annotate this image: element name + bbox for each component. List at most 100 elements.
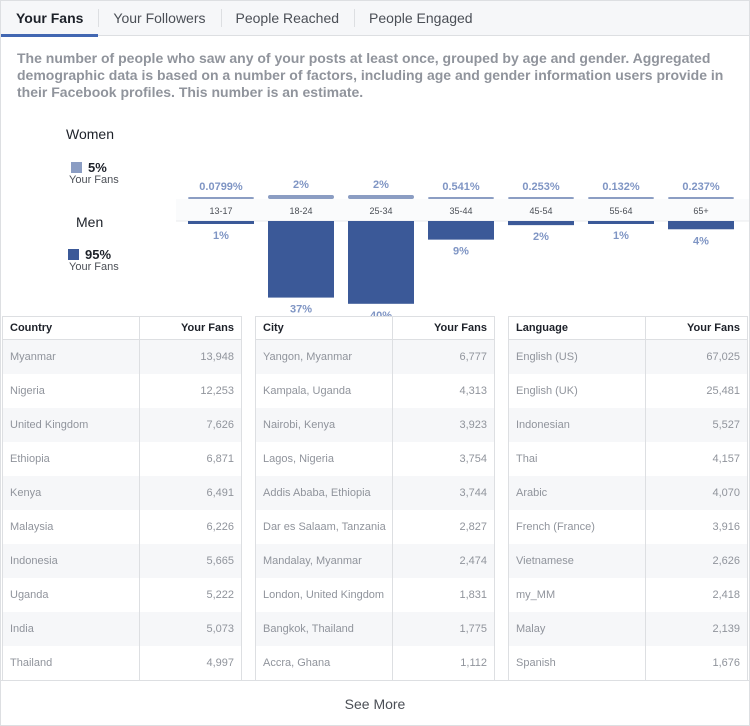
age-tick-label: 25-34 bbox=[369, 206, 392, 216]
row-name: Mandalay, Myanmar bbox=[263, 555, 362, 567]
legend-women-label: Women bbox=[66, 126, 114, 142]
legend-men-pct: 95% bbox=[85, 247, 112, 262]
table-row: United Kingdom 7,626 bbox=[3, 408, 241, 442]
row-name: Vietnamese bbox=[516, 555, 574, 567]
row-count: 3,916 bbox=[645, 510, 747, 544]
men-bar-65+[interactable] bbox=[668, 221, 734, 230]
women-value-label: 0.132% bbox=[602, 181, 640, 193]
table-row: Malay 2,139 bbox=[509, 612, 747, 646]
row-count: 2,626 bbox=[645, 544, 747, 578]
row-name: Kampala, Uganda bbox=[263, 385, 352, 397]
women-bar-65+[interactable] bbox=[668, 197, 734, 199]
tab-people-reached[interactable]: People Reached bbox=[220, 0, 355, 36]
legend-men-value: 95% bbox=[68, 247, 111, 262]
city-table: City Your Fans Yangon, Myanmar 6,777 Kampala… bbox=[255, 316, 495, 680]
row-name: Indonesia bbox=[10, 555, 58, 567]
women-value-label: 2% bbox=[293, 179, 309, 191]
men-bar-35-44[interactable] bbox=[428, 221, 494, 240]
row-count: 2,418 bbox=[645, 578, 747, 612]
table-row: Kenya 6,491 bbox=[3, 476, 241, 510]
row-count: 67,025 bbox=[645, 340, 747, 374]
legend-women-sub: Your Fans bbox=[69, 174, 119, 186]
table-row: English (UK) 25,481 bbox=[509, 374, 747, 408]
language-table: Language Your Fans English (US) 67,025 Engli… bbox=[508, 316, 748, 680]
row-count: 3,754 bbox=[392, 442, 494, 476]
row-name: Arabic bbox=[516, 487, 548, 499]
row-name: English (US) bbox=[516, 351, 578, 363]
table-row: Lagos, Nigeria 3,754 bbox=[256, 442, 494, 476]
men-bar-25-34[interactable] bbox=[348, 221, 414, 304]
women-bar-13-17[interactable] bbox=[188, 197, 254, 199]
row-name: United Kingdom bbox=[10, 419, 89, 431]
women-bar-45-54[interactable] bbox=[508, 197, 574, 199]
row-name: Myanmar bbox=[10, 351, 56, 363]
see-more-button[interactable]: See More bbox=[1, 680, 749, 726]
men-bar-18-24[interactable] bbox=[268, 221, 334, 298]
row-name: French (France) bbox=[516, 521, 595, 533]
row-name: Malay bbox=[516, 623, 546, 635]
men-value-label: 37% bbox=[290, 304, 312, 316]
men-bar-45-54[interactable] bbox=[508, 221, 574, 226]
table-header-label[interactable]: Language bbox=[516, 322, 568, 334]
women-bar-35-44[interactable] bbox=[428, 197, 494, 199]
men-bar-55-64[interactable] bbox=[588, 221, 654, 224]
table-row: Addis Ababa, Ethiopia 3,744 bbox=[256, 476, 494, 510]
table-row: Arabic 4,070 bbox=[509, 476, 747, 510]
row-name: my_MM bbox=[516, 589, 556, 601]
tab-your-followers[interactable]: Your Followers bbox=[98, 0, 220, 36]
table-row: Yangon, Myanmar 6,777 bbox=[256, 340, 494, 374]
women-bar-25-34[interactable] bbox=[348, 195, 414, 199]
table-row: London, United Kingdom 1,831 bbox=[256, 578, 494, 612]
table-row: Thailand 4,997 bbox=[3, 646, 241, 680]
women-bar-55-64[interactable] bbox=[588, 197, 654, 199]
row-name: Bangkok, Thailand bbox=[263, 623, 354, 635]
age-tick-label: 13-17 bbox=[209, 206, 232, 216]
row-count: 4,070 bbox=[645, 476, 747, 510]
women-bar-18-24[interactable] bbox=[268, 195, 334, 199]
age-tick-label: 55-64 bbox=[609, 206, 632, 216]
women-value-label: 0.253% bbox=[522, 181, 560, 193]
men-value-label: 40% bbox=[370, 310, 392, 316]
row-name: Nairobi, Kenya bbox=[263, 419, 336, 431]
table-row: Myanmar 13,948 bbox=[3, 340, 241, 374]
row-name: Lagos, Nigeria bbox=[263, 453, 334, 465]
row-count: 2,139 bbox=[645, 612, 747, 646]
row-name: Accra, Ghana bbox=[263, 657, 331, 669]
table-row: Vietnamese 2,626 bbox=[509, 544, 747, 578]
table-row: English (US) 67,025 bbox=[509, 340, 747, 374]
table-row: French (France) 3,916 bbox=[509, 510, 747, 544]
table-header-value[interactable]: Your Fans bbox=[139, 317, 241, 339]
table-header-value[interactable]: Your Fans bbox=[392, 317, 494, 339]
table-header: Language Your Fans bbox=[508, 316, 748, 340]
row-name: Malaysia bbox=[10, 521, 54, 533]
age-tick-label: 18-24 bbox=[289, 206, 312, 216]
legend-men-label: Men bbox=[76, 214, 104, 230]
table-header-value[interactable]: Your Fans bbox=[645, 317, 747, 339]
row-count: 6,491 bbox=[139, 476, 241, 510]
row-count: 5,222 bbox=[139, 578, 241, 612]
row-count: 6,777 bbox=[392, 340, 494, 374]
row-name: Thai bbox=[516, 453, 538, 465]
table-header-label[interactable]: Country bbox=[10, 322, 53, 334]
row-count: 1,775 bbox=[392, 612, 494, 646]
table-row: Bangkok, Thailand 1,775 bbox=[256, 612, 494, 646]
age-tick-label: 35-44 bbox=[449, 206, 472, 216]
men-value-label: 9% bbox=[453, 246, 469, 258]
demographics-panel: The number of people who saw any of your… bbox=[0, 36, 750, 726]
row-name: Ethiopia bbox=[10, 453, 50, 465]
table-header-label[interactable]: City bbox=[263, 322, 284, 334]
row-count: 4,157 bbox=[645, 442, 747, 476]
tab-your-fans[interactable]: Your Fans bbox=[1, 0, 99, 37]
row-count: 1,112 bbox=[392, 646, 494, 680]
table-row: Mandalay, Myanmar 2,474 bbox=[256, 544, 494, 578]
tab-people-engaged[interactable]: People Engaged bbox=[354, 0, 488, 36]
row-count: 3,744 bbox=[392, 476, 494, 510]
audience-tabs: Your Fans Your Followers People Reached … bbox=[0, 0, 750, 37]
men-value-label: 4% bbox=[693, 235, 709, 247]
table-row: Kampala, Uganda 4,313 bbox=[256, 374, 494, 408]
men-bar-13-17[interactable] bbox=[188, 221, 254, 224]
row-count: 25,481 bbox=[645, 374, 747, 408]
row-name: Indonesian bbox=[516, 419, 570, 431]
row-name: Addis Ababa, Ethiopia bbox=[263, 487, 371, 499]
age-gender-chart: 0.0799% 13-17 1% 2% 18-24 37% 2% 25-34 40% 0.541%… bbox=[176, 179, 749, 316]
